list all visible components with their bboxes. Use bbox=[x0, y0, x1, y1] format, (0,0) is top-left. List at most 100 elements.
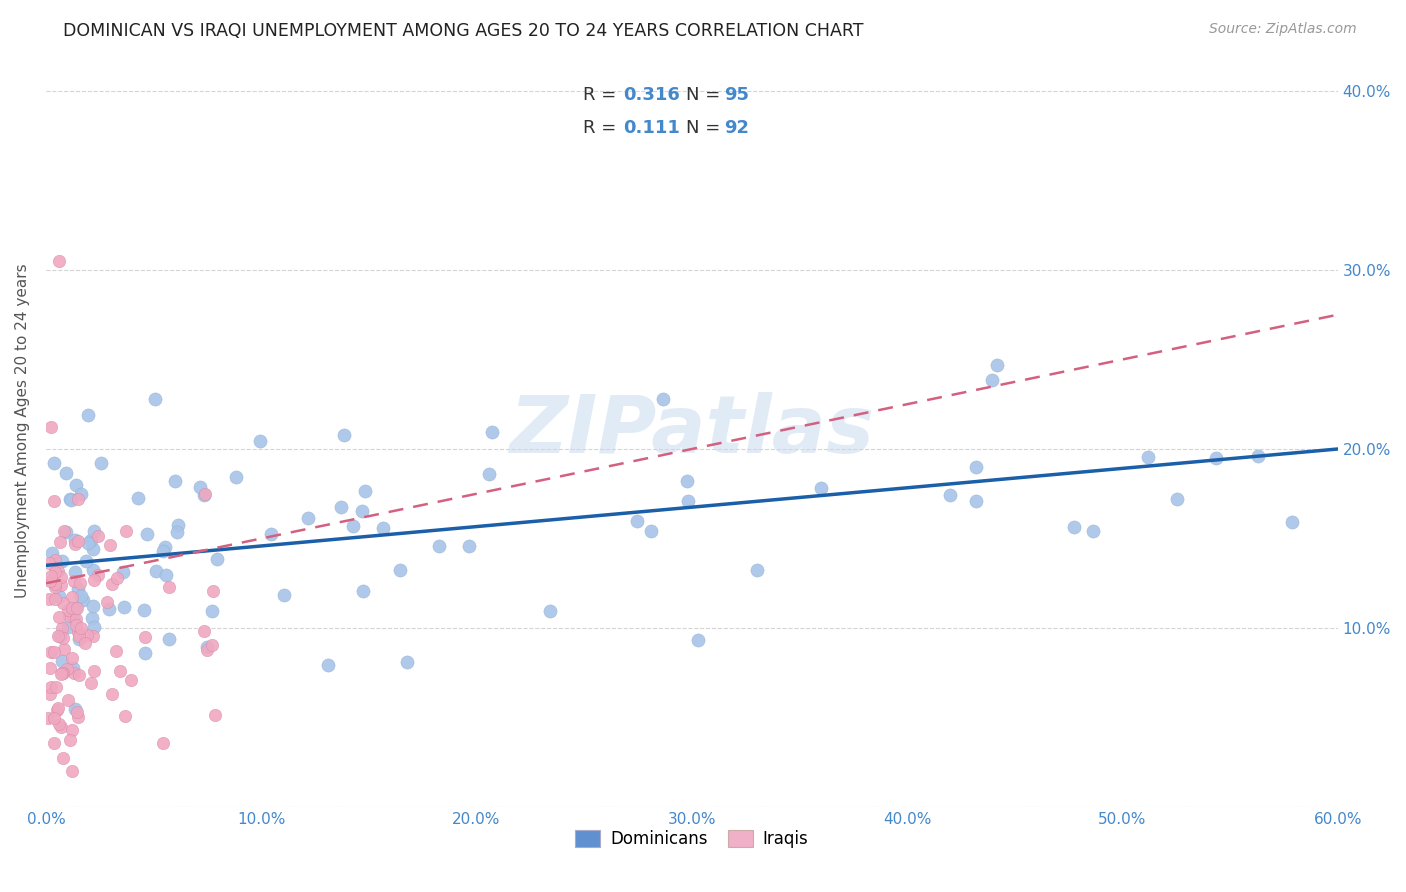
Point bbox=[51, 654, 73, 668]
Point bbox=[44, 553, 66, 567]
Point bbox=[155, 568, 177, 582]
Point bbox=[44, 577, 66, 591]
Point bbox=[76, 628, 98, 642]
Point bbox=[58, 608, 80, 623]
Point bbox=[66, 625, 89, 640]
Point bbox=[98, 602, 121, 616]
Point bbox=[157, 632, 180, 647]
Point bbox=[105, 571, 128, 585]
Point bbox=[225, 470, 247, 484]
Point bbox=[65, 478, 87, 492]
Point bbox=[75, 636, 97, 650]
Point bbox=[90, 456, 112, 470]
Point bbox=[58, 620, 80, 634]
Point bbox=[193, 624, 215, 639]
Point bbox=[352, 504, 374, 518]
Text: N =: N = bbox=[686, 119, 725, 136]
Text: N =: N = bbox=[686, 87, 725, 104]
Point bbox=[51, 665, 73, 680]
Point bbox=[70, 487, 93, 501]
Point bbox=[965, 494, 987, 508]
Point bbox=[48, 609, 70, 624]
Point bbox=[42, 711, 65, 725]
Point bbox=[810, 481, 832, 495]
Text: DOMINICAN VS IRAQI UNEMPLOYMENT AMONG AGES 20 TO 24 YEARS CORRELATION CHART: DOMINICAN VS IRAQI UNEMPLOYMENT AMONG AG… bbox=[63, 22, 863, 40]
Point bbox=[55, 466, 77, 480]
Point bbox=[981, 373, 1004, 387]
Point bbox=[60, 591, 83, 605]
Point bbox=[965, 460, 987, 475]
Point bbox=[939, 488, 962, 502]
Point bbox=[395, 655, 418, 669]
Point bbox=[76, 409, 98, 423]
Point bbox=[38, 687, 60, 701]
Point bbox=[48, 254, 70, 268]
Point bbox=[80, 611, 103, 625]
Point bbox=[388, 563, 411, 577]
Point bbox=[44, 581, 66, 595]
Point bbox=[59, 732, 82, 747]
Point bbox=[457, 539, 479, 553]
Point bbox=[70, 589, 93, 603]
Point bbox=[538, 604, 561, 618]
Point bbox=[316, 658, 339, 673]
Point bbox=[120, 673, 142, 687]
Point bbox=[65, 612, 87, 626]
Point bbox=[134, 603, 156, 617]
Point bbox=[1137, 450, 1160, 464]
Point bbox=[145, 564, 167, 578]
Point bbox=[259, 527, 281, 541]
Point bbox=[166, 524, 188, 539]
Point bbox=[41, 546, 63, 560]
Point bbox=[82, 599, 104, 614]
Point bbox=[83, 620, 105, 634]
Point bbox=[62, 661, 84, 675]
Point bbox=[62, 600, 84, 615]
Point bbox=[44, 645, 66, 659]
Point bbox=[101, 576, 124, 591]
Text: 0.316: 0.316 bbox=[623, 87, 679, 104]
Point bbox=[249, 434, 271, 448]
Point bbox=[46, 564, 69, 578]
Point bbox=[80, 533, 103, 548]
Text: 95: 95 bbox=[724, 87, 749, 104]
Point bbox=[83, 664, 105, 678]
Point bbox=[48, 589, 70, 603]
Point bbox=[626, 514, 648, 528]
Text: 92: 92 bbox=[724, 119, 749, 136]
Point bbox=[80, 675, 103, 690]
Point bbox=[39, 419, 62, 434]
Point bbox=[152, 736, 174, 750]
Point bbox=[72, 593, 94, 607]
Point bbox=[201, 638, 224, 652]
Point bbox=[153, 541, 176, 555]
Point bbox=[56, 693, 79, 707]
Point bbox=[1166, 492, 1188, 507]
Point bbox=[330, 500, 353, 515]
Point bbox=[986, 358, 1008, 372]
Point bbox=[63, 565, 86, 579]
Legend: Dominicans, Iraqis: Dominicans, Iraqis bbox=[568, 823, 815, 855]
Point bbox=[60, 651, 83, 665]
Point bbox=[62, 666, 84, 681]
Point bbox=[747, 564, 769, 578]
Point bbox=[69, 576, 91, 591]
Point bbox=[75, 554, 97, 568]
Point bbox=[42, 736, 65, 750]
Point bbox=[194, 487, 217, 501]
Point bbox=[83, 524, 105, 539]
Point bbox=[352, 583, 374, 598]
Point bbox=[48, 701, 70, 715]
Point bbox=[39, 645, 62, 659]
Point bbox=[55, 525, 77, 540]
Point bbox=[37, 711, 59, 725]
Point bbox=[165, 474, 187, 488]
Point bbox=[51, 621, 73, 635]
Point bbox=[1246, 450, 1268, 464]
Point bbox=[38, 556, 60, 570]
Point bbox=[66, 533, 89, 548]
Point bbox=[83, 573, 105, 587]
Point bbox=[52, 596, 75, 610]
Point bbox=[60, 764, 83, 779]
Point bbox=[652, 392, 675, 406]
